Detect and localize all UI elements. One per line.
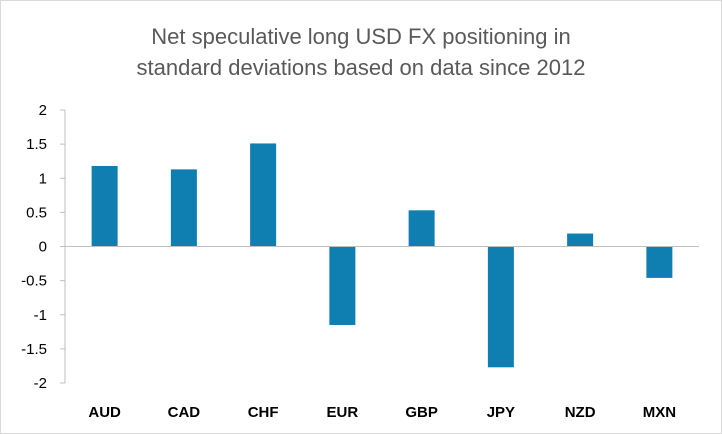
y-tick-label: 0.5: [26, 204, 47, 221]
y-tick-label: 2: [39, 102, 47, 119]
y-tick-label: 1: [39, 170, 47, 187]
x-tick-label: CHF: [248, 404, 279, 421]
x-tick-label: EUR: [327, 404, 359, 421]
bar-mxn: [646, 246, 673, 278]
bar-eur: [329, 246, 356, 325]
bar-nzd: [567, 233, 594, 247]
y-tick-label: 1.5: [26, 136, 47, 153]
bar-chf: [250, 143, 277, 247]
y-tick-label: -0.5: [21, 273, 47, 290]
bar-jpy: [487, 246, 514, 368]
y-tick-label: -2: [34, 375, 47, 392]
x-tick-label: GBP: [405, 404, 438, 421]
y-tick-label: -1: [34, 307, 47, 324]
x-tick-label: NZD: [565, 404, 596, 421]
x-tick-label: JPY: [487, 404, 515, 421]
y-tick-label: -1.5: [21, 341, 47, 358]
chart-title-line-1: Net speculative long USD FX positioning …: [151, 24, 571, 49]
chart-title-line-2: standard deviations based on data since …: [136, 55, 586, 80]
x-tick-label: MXN: [643, 404, 676, 421]
x-tick-label: AUD: [88, 404, 121, 421]
bar-cad: [170, 169, 197, 247]
x-tick-label: CAD: [168, 404, 201, 421]
bar-gbp: [408, 210, 435, 247]
chart-title: Net speculative long USD FX positioning …: [1, 21, 721, 83]
y-tick-label: 0: [39, 239, 47, 256]
bar-aud: [91, 165, 118, 247]
